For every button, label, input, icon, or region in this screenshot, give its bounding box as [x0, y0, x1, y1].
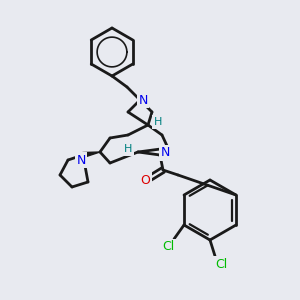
Text: N: N — [160, 146, 170, 160]
Polygon shape — [82, 152, 100, 158]
Text: O: O — [140, 173, 150, 187]
Text: N: N — [76, 154, 86, 166]
Text: Cl: Cl — [162, 241, 174, 254]
Text: H: H — [124, 144, 132, 154]
Text: H: H — [154, 117, 162, 127]
Text: Cl: Cl — [215, 257, 227, 271]
Text: N: N — [138, 94, 148, 106]
